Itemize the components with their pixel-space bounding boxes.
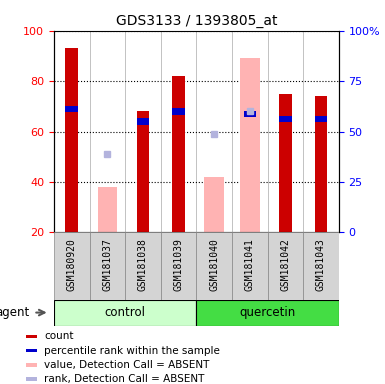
Bar [315, 96, 327, 232]
Bar [232, 232, 268, 300]
Bar [54, 232, 90, 300]
Text: GSM181039: GSM181039 [174, 238, 184, 291]
Title: GDS3133 / 1393805_at: GDS3133 / 1393805_at [116, 14, 277, 28]
Bar [161, 232, 196, 300]
Bar [65, 48, 78, 232]
Bar [244, 111, 256, 117]
Bar [125, 232, 161, 300]
Bar [279, 116, 291, 122]
Bar [204, 177, 224, 232]
Bar [26, 349, 37, 353]
Bar [65, 106, 78, 112]
Text: GSM181040: GSM181040 [209, 238, 219, 291]
Text: quercetin: quercetin [239, 306, 296, 319]
Text: control: control [105, 306, 146, 319]
Bar [90, 232, 125, 300]
Bar [26, 377, 37, 381]
Bar [54, 300, 196, 326]
Text: GSM181042: GSM181042 [280, 238, 290, 291]
Text: count: count [44, 331, 74, 341]
Bar [137, 111, 149, 232]
Text: rank, Detection Call = ABSENT: rank, Detection Call = ABSENT [44, 374, 204, 384]
Bar [196, 300, 339, 326]
Bar [26, 334, 37, 338]
Text: GSM181043: GSM181043 [316, 238, 326, 291]
Text: GSM181038: GSM181038 [138, 238, 148, 291]
Bar [196, 232, 232, 300]
Text: GSM181037: GSM181037 [102, 238, 112, 291]
Text: GSM181041: GSM181041 [245, 238, 255, 291]
Bar [172, 76, 185, 232]
Text: value, Detection Call = ABSENT: value, Detection Call = ABSENT [44, 360, 209, 370]
Text: agent: agent [0, 306, 30, 319]
Bar [303, 232, 339, 300]
Bar [268, 232, 303, 300]
Bar [137, 118, 149, 124]
Text: GSM180920: GSM180920 [67, 238, 77, 291]
Bar [26, 363, 37, 367]
Bar [279, 94, 291, 232]
Bar [240, 58, 259, 232]
Bar [97, 187, 117, 232]
Text: percentile rank within the sample: percentile rank within the sample [44, 346, 220, 356]
Bar [172, 108, 185, 114]
Bar [315, 116, 327, 122]
